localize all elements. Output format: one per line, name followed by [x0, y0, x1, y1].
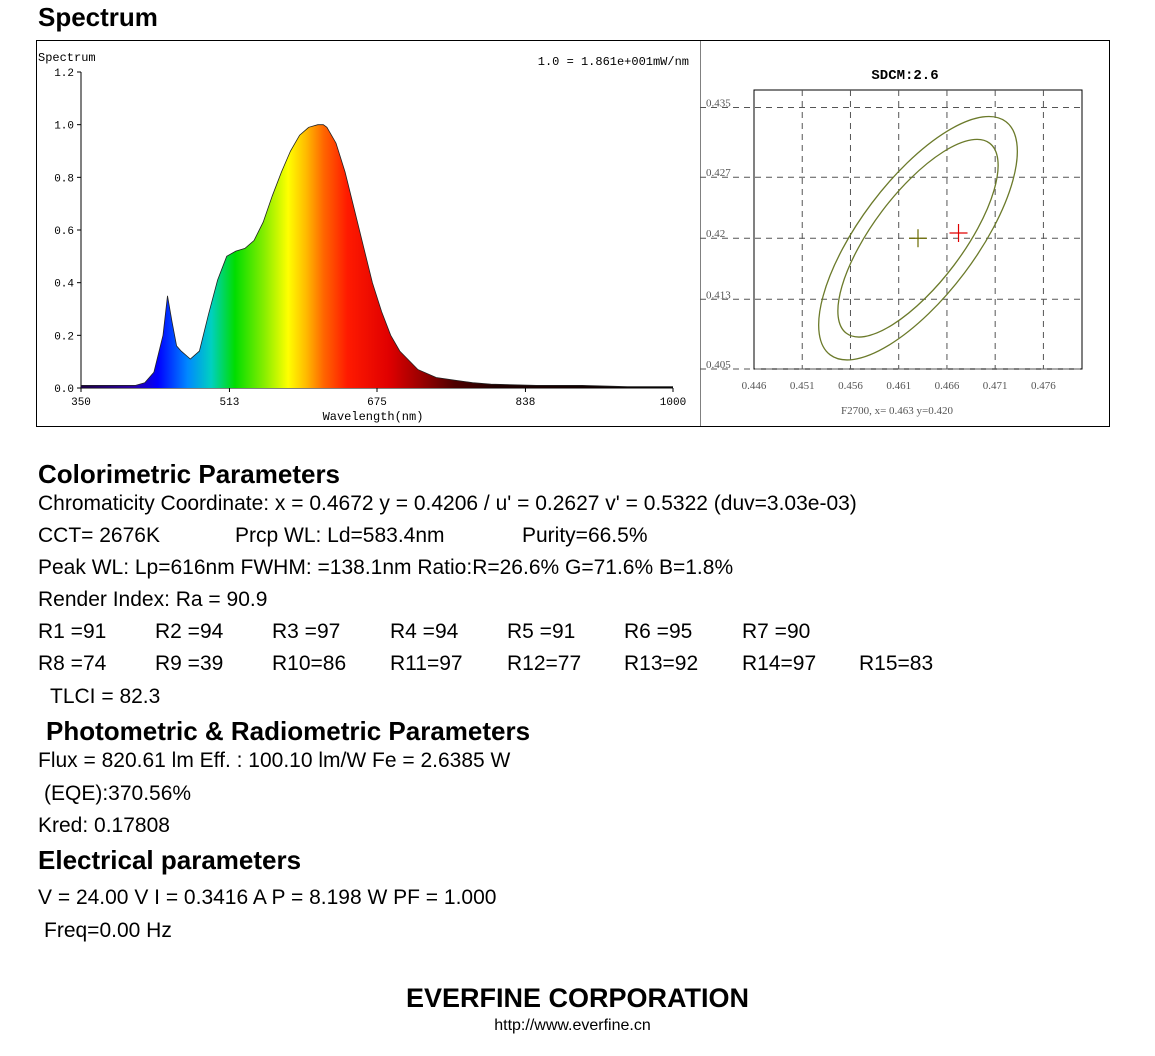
spectrum-chart: 0.0 0.2 0.4 0.6 0.8 1.0 1.2 350 513 675 838 1000 S… — [38, 51, 689, 424]
y-tick-label: 0.4 — [54, 279, 74, 291]
colorimetric-heading: Colorimetric Parameters — [38, 459, 341, 489]
spectrum-inner-title: Spectrum — [38, 51, 96, 65]
page-title: Spectrum — [38, 2, 158, 32]
tlci-value: TLCI = 82.3 — [50, 685, 161, 708]
cie-x-tick-label: 0.446 — [742, 380, 767, 392]
company-name: EVERFINE CORPORATION — [405, 983, 750, 1013]
cie-y-tick-label: 0.42 — [706, 228, 725, 240]
x-tick-label: 350 — [71, 397, 91, 409]
ri-value: R11=97 — [390, 652, 463, 675]
cie-x-tick-label: 0.456 — [838, 380, 863, 392]
ri-value: R4 =94 — [390, 620, 459, 643]
cie-y-tick-label: 0.405 — [706, 359, 731, 371]
cie-x-tick-label: 0.471 — [983, 380, 1008, 392]
x-tick-label: 675 — [367, 397, 387, 409]
eqe-value: (EQE):370.56% — [44, 782, 192, 805]
x-tick-label: 838 — [516, 397, 536, 409]
target-point-marker — [909, 229, 927, 248]
x-tick-label: 513 — [220, 397, 240, 409]
company-url[interactable]: http://www.everfine.cn — [494, 1017, 651, 1034]
ri-value: R15=83 — [859, 652, 934, 675]
cct-value: CCT= 2676K — [38, 524, 160, 547]
cie-y-tick-label: 0.435 — [706, 97, 731, 109]
kred-value: Kred: 0.17808 — [38, 814, 170, 837]
cie-y-tick-label: 0.413 — [706, 289, 731, 301]
ri-value: R3 =97 — [272, 620, 341, 643]
ri-value: R10=86 — [272, 652, 347, 675]
cie-x-tick-label: 0.461 — [886, 380, 911, 392]
scale-note: 1.0 = 1.861e+001mW/nm — [538, 55, 689, 69]
cie-footer: F2700, x= 0.463 y=0.420 — [841, 405, 954, 417]
prcp-value: Prcp WL: Ld=583.4nm — [235, 524, 445, 547]
sdcm-title: SDCM:2.6 — [871, 68, 938, 84]
ri-value: R8 =74 — [38, 652, 107, 675]
cie-plot-frame — [753, 89, 1083, 370]
cie-x-tick-label: 0.476 — [1031, 380, 1056, 392]
sdcm-ellipse-outer — [818, 115, 1018, 361]
ri-value: R1 =91 — [38, 620, 107, 643]
freq-value: Freq=0.00 Hz — [44, 919, 172, 942]
y-tick-label: 0.8 — [54, 173, 74, 185]
cie-x-tick-label: 0.466 — [935, 380, 960, 392]
sdcm-ellipse-inner — [837, 138, 999, 338]
ri-value: R9 =39 — [155, 652, 224, 675]
ri-value: R7 =90 — [742, 620, 811, 643]
spectrum-line — [81, 124, 673, 388]
flux-line: Flux = 820.61 lm Eff. : 100.10 lm/W Fe =… — [38, 749, 511, 772]
cie-chart: SDCM:2.6 0.435 0.427 0.42 0.413 0.405 0.446 0… — [700, 41, 1083, 426]
y-tick-label: 0.6 — [54, 226, 74, 238]
ri-value: R5 =91 — [507, 620, 576, 643]
y-tick-label: 1.0 — [54, 121, 74, 133]
ri-value: R6 =95 — [624, 620, 693, 643]
render-index: Render Index: Ra = 90.9 — [38, 588, 268, 611]
ri-value: R2 =94 — [155, 620, 224, 643]
x-tick-label: 1000 — [660, 397, 686, 409]
measured-point-marker — [949, 223, 968, 242]
ri-value: R14=97 — [742, 652, 817, 675]
chromaticity-line: Chromaticity Coordinate: x = 0.4672 y = … — [38, 492, 857, 515]
purity-value: Purity=66.5% — [522, 524, 648, 547]
ri-value: R13=92 — [624, 652, 699, 675]
cie-y-tick-label: 0.427 — [706, 167, 731, 179]
electrical-heading: Electrical parameters — [38, 845, 302, 875]
spectrum-area — [81, 124, 673, 388]
cie-x-tick-label: 0.451 — [790, 380, 815, 392]
charts-panel: 0.0 0.2 0.4 0.6 0.8 1.0 1.2 350 513 675 838 1000 S… — [36, 40, 1110, 427]
y-tick-label: 1.2 — [54, 68, 74, 80]
photometric-heading: Photometric & Radiometric Parameters — [46, 716, 531, 746]
x-axis-label: Wavelength(nm) — [323, 410, 424, 424]
y-tick-label: 0.0 — [54, 384, 74, 396]
ri-value: R12=77 — [507, 652, 582, 675]
peak-line: Peak WL: Lp=616nm FWHM: =138.1nm Ratio:R… — [38, 556, 734, 579]
electrical-values: V = 24.00 V I = 0.3416 A P = 8.198 W PF … — [38, 886, 497, 909]
y-tick-label: 0.2 — [54, 331, 74, 343]
